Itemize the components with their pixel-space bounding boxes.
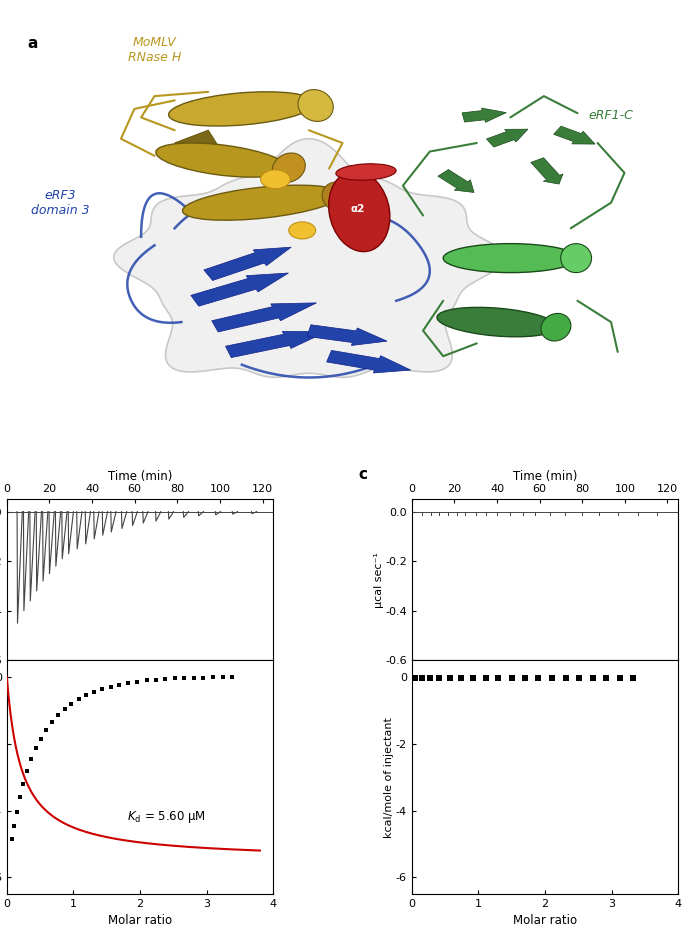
Point	[66, 696, 77, 711]
Ellipse shape	[182, 185, 341, 220]
Ellipse shape	[273, 153, 306, 183]
Text: eRF1-C: eRF1-C	[588, 109, 634, 122]
Point	[105, 679, 116, 694]
Point	[410, 670, 421, 685]
Point	[31, 741, 42, 756]
Point	[60, 702, 71, 717]
Point	[12, 805, 23, 820]
Ellipse shape	[169, 92, 315, 126]
Ellipse shape	[443, 244, 577, 272]
Ellipse shape	[155, 143, 288, 177]
Point	[114, 677, 125, 692]
Ellipse shape	[322, 182, 356, 213]
Point	[123, 675, 134, 691]
FancyArrow shape	[438, 169, 474, 192]
Point	[141, 673, 152, 688]
Point	[434, 670, 445, 685]
Point	[36, 731, 47, 746]
Point	[533, 670, 544, 685]
Point	[22, 763, 33, 779]
Point	[456, 670, 466, 685]
Point	[97, 682, 108, 697]
Point	[53, 708, 64, 723]
Point	[573, 670, 584, 685]
X-axis label: Time (min): Time (min)	[108, 470, 172, 483]
Text: MoMLV
RNase H: MoMLV RNase H	[128, 37, 181, 64]
Point	[468, 670, 479, 685]
Text: a: a	[27, 37, 38, 51]
Point	[151, 673, 162, 688]
Polygon shape	[175, 131, 222, 160]
Ellipse shape	[560, 244, 592, 272]
FancyArrow shape	[553, 126, 595, 144]
FancyArrow shape	[212, 303, 316, 332]
Point	[26, 752, 37, 767]
Circle shape	[289, 222, 316, 239]
Point	[614, 670, 625, 685]
Ellipse shape	[329, 171, 390, 252]
Point	[188, 670, 199, 685]
Point	[416, 670, 427, 685]
Point	[601, 670, 612, 685]
X-axis label: Molar ratio: Molar ratio	[108, 915, 172, 927]
X-axis label: Molar ratio: Molar ratio	[513, 915, 577, 927]
Ellipse shape	[336, 164, 396, 181]
Point	[47, 714, 58, 729]
Point	[160, 672, 171, 687]
Point	[179, 671, 190, 686]
Point	[424, 670, 435, 685]
Ellipse shape	[541, 313, 571, 341]
Point	[445, 670, 456, 685]
Point	[519, 670, 530, 685]
Point	[40, 722, 51, 737]
Point	[506, 670, 517, 685]
Point	[132, 674, 143, 690]
Point	[627, 670, 638, 685]
Point	[480, 670, 491, 685]
Ellipse shape	[437, 307, 557, 337]
Point	[546, 670, 557, 685]
Point	[73, 692, 84, 707]
Circle shape	[260, 170, 290, 188]
Point	[588, 670, 599, 685]
FancyArrow shape	[462, 108, 506, 122]
Point	[198, 670, 209, 685]
Point	[169, 671, 180, 686]
Text: c: c	[358, 467, 367, 482]
Point	[18, 777, 29, 792]
Text: α2: α2	[350, 204, 364, 214]
Point	[560, 670, 571, 685]
Point	[208, 670, 219, 685]
Y-axis label: μcal sec⁻¹: μcal sec⁻¹	[374, 552, 384, 607]
Point	[6, 832, 17, 847]
Point	[14, 790, 25, 805]
Polygon shape	[114, 139, 504, 377]
Y-axis label: kcal/mole of injectant: kcal/mole of injectant	[384, 717, 395, 837]
Point	[81, 688, 92, 703]
Text: eRF3
domain 3: eRF3 domain 3	[32, 188, 90, 217]
FancyArrow shape	[307, 324, 387, 345]
FancyArrow shape	[327, 350, 411, 373]
Ellipse shape	[298, 90, 334, 121]
FancyArrow shape	[531, 158, 563, 184]
FancyArrow shape	[486, 130, 528, 147]
Text: $K_{\mathrm{d}}$ = 5.60 μM: $K_{\mathrm{d}}$ = 5.60 μM	[127, 809, 206, 825]
Point	[493, 670, 503, 685]
Point	[9, 818, 20, 833]
FancyArrow shape	[225, 331, 327, 358]
Point	[227, 670, 238, 685]
X-axis label: Time (min): Time (min)	[513, 470, 577, 483]
Point	[88, 685, 99, 700]
FancyArrow shape	[191, 273, 288, 307]
Point	[217, 670, 228, 685]
FancyArrow shape	[204, 247, 291, 280]
